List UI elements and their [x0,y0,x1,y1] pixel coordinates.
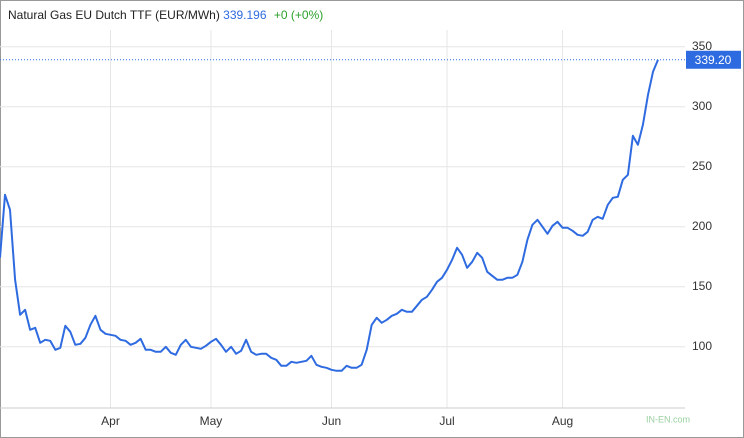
chart-title: Natural Gas EU Dutch TTF (EUR/MWh) 339.1… [8,8,323,22]
y-tick-label: 100 [692,339,712,353]
last-price-box [686,50,741,69]
y-tick-label: 200 [692,219,712,233]
x-tick-label: Aug [552,414,573,428]
title: Natural Gas EU Dutch TTF (EUR/MWh) [8,8,220,22]
last-price-label: 339.20 [695,53,732,67]
price-line [0,59,659,372]
x-tick-label: Apr [101,414,120,428]
price: 339.196 [223,8,267,22]
y-tick-label: 300 [692,99,712,113]
y-tick-label: 350 [692,39,712,53]
watermark: IN-EN.com [646,414,690,424]
x-tick-label: Jun [322,414,341,428]
y-tick-label: 150 [692,279,712,293]
change: +0 (+0%) [274,8,323,22]
x-tick-label: Jul [439,414,454,428]
x-tick-label: May [200,414,223,428]
y-tick-label: 250 [692,159,712,173]
